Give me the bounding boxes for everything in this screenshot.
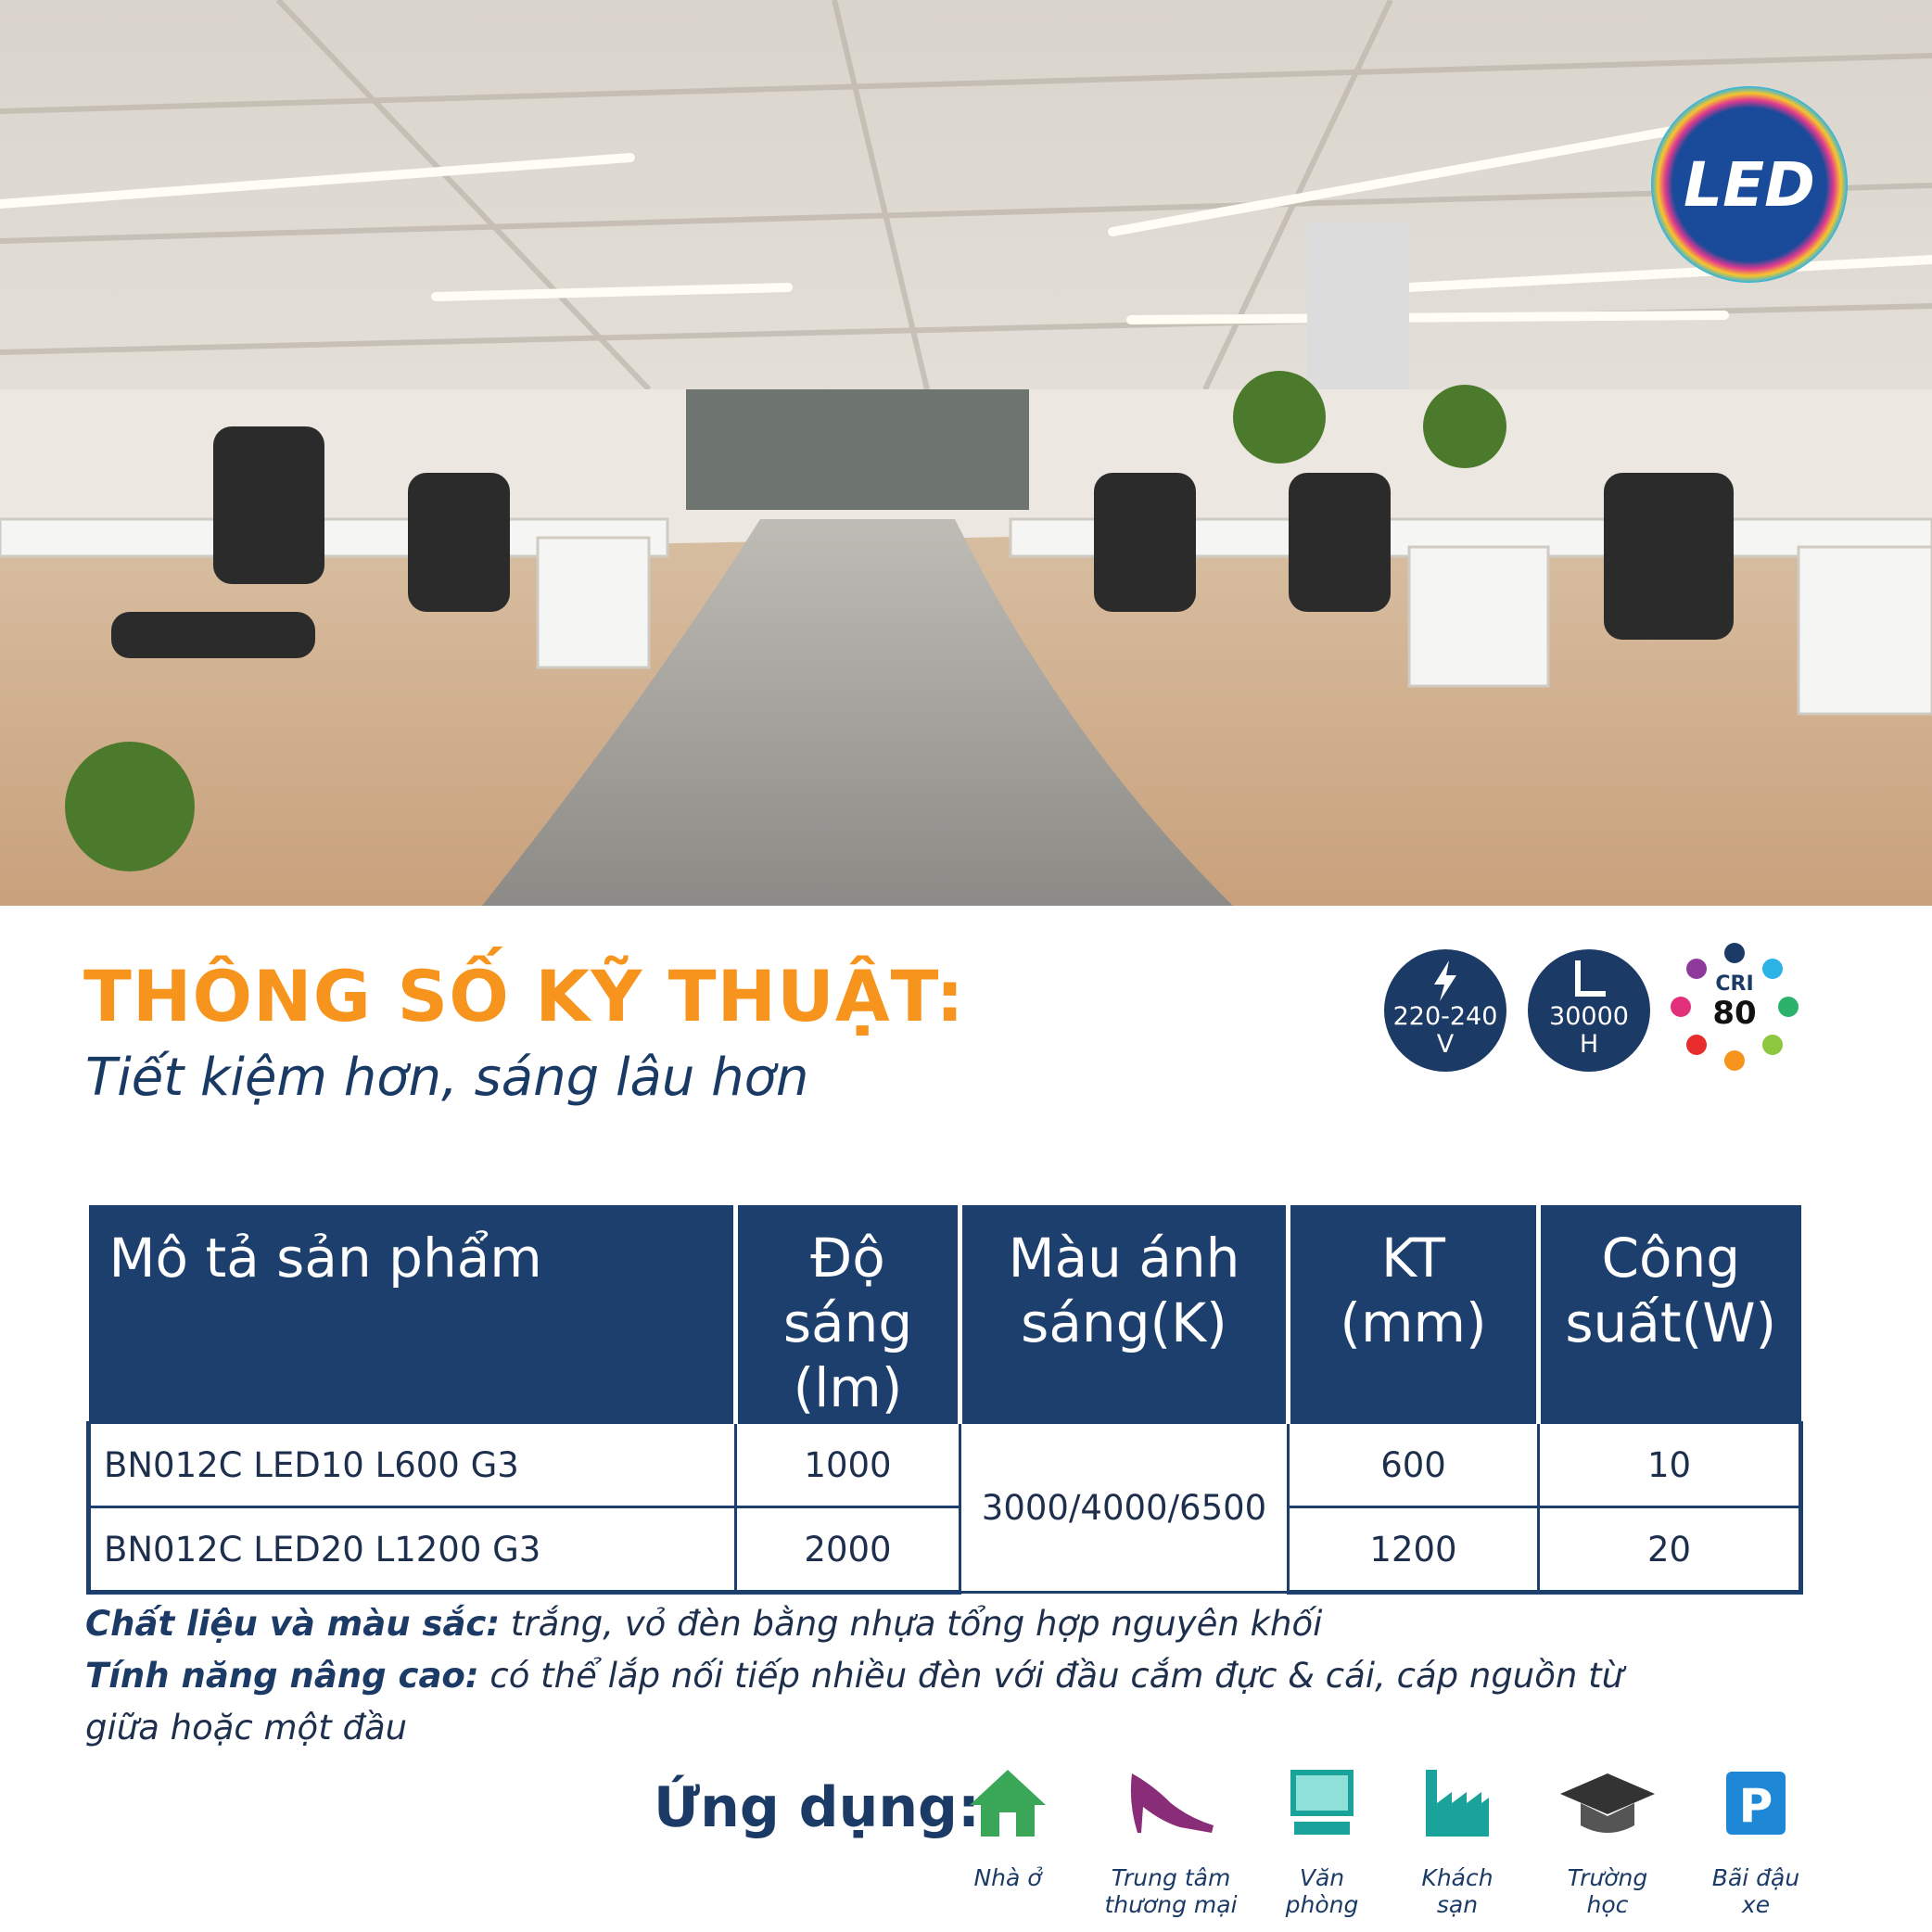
- application-label: xe: [1741, 1891, 1771, 1918]
- note-text: trắng, vỏ đèn bằng nhựa tổng hợp nguyên …: [510, 1604, 1323, 1644]
- lifetime-value: 30000: [1549, 1002, 1629, 1031]
- cri-icon: CRI 80: [1669, 941, 1800, 1073]
- voltage-unit: V: [1436, 1030, 1455, 1059]
- size-cell: 1200: [1287, 1506, 1540, 1595]
- svg-text:P: P: [1739, 1779, 1773, 1833]
- clock-hands: [1575, 960, 1606, 997]
- cri-value: 80: [1712, 995, 1757, 1032]
- color-temp-cell: 3000/4000/6500: [959, 1421, 1290, 1594]
- hotel-icon: [1426, 1770, 1489, 1837]
- header-text: KT: [1381, 1227, 1445, 1290]
- lifetime-icon: 30000 H: [1528, 949, 1650, 1072]
- application: Trường học: [1524, 1766, 1691, 1918]
- subtitle: Tiết kiệm hơn, sáng lâu hơn: [85, 1048, 809, 1108]
- table-row: BN012C LED10 L600 G3 1000 3000/4000/6500…: [86, 1421, 1803, 1594]
- application-label: học: [1586, 1891, 1629, 1918]
- header-text: sáng(K): [1021, 1291, 1227, 1354]
- application-label: Văn: [1299, 1864, 1345, 1891]
- bolt: [1434, 960, 1456, 1001]
- header-cell: KT (mm): [1286, 1205, 1539, 1423]
- application-label: phòng: [1285, 1891, 1359, 1918]
- home-icon: [970, 1770, 1046, 1837]
- application-label: Nhà ở: [973, 1864, 1042, 1891]
- office-icon: [1290, 1770, 1354, 1835]
- application-label: Bãi đậu: [1711, 1864, 1800, 1891]
- header-text: Độ sáng: [782, 1227, 913, 1354]
- application: Khách sạn: [1374, 1766, 1541, 1918]
- application: Trung tâm thương mại: [1087, 1766, 1254, 1918]
- note-text: có thể lắp nối tiếp nhiều đèn với đầu cắ…: [85, 1656, 1624, 1748]
- header-text: (lm): [793, 1356, 903, 1419]
- header-text: Màu ánh: [1008, 1227, 1240, 1290]
- product-cell: BN012C LED10 L600 G3: [86, 1421, 737, 1508]
- size-cell: 600: [1287, 1421, 1540, 1508]
- office-photo: LED: [0, 0, 1932, 906]
- power-cell: 10: [1537, 1421, 1803, 1508]
- title: THÔNG SỐ KỸ THUẬT:: [83, 955, 965, 1037]
- table-row: BN012C LED20 L1200 G3 2000 1200 20: [86, 1506, 1803, 1595]
- lumen-cell: 1000: [734, 1421, 961, 1508]
- application-label: Trường: [1567, 1864, 1648, 1891]
- note-label: Chất liệu và màu sắc:: [85, 1604, 501, 1644]
- cri-dots: [1671, 943, 1799, 1071]
- header-text: Mô tả sản phẩm: [108, 1227, 542, 1290]
- application-label: sạn: [1436, 1891, 1479, 1918]
- led-badge: LED: [1684, 149, 1815, 221]
- note-label: Tính năng nâng cao:: [85, 1656, 479, 1696]
- cri-label: CRI: [1715, 972, 1754, 996]
- applications-title: Ứng dụng:: [654, 1775, 981, 1840]
- header-cell: Độ sáng (lm): [733, 1205, 960, 1423]
- header-text: (mm): [1340, 1291, 1487, 1354]
- parking-icon: P: [1726, 1772, 1786, 1835]
- application-label: Trung tâm: [1111, 1864, 1231, 1891]
- application: P Bãi đậu xe: [1672, 1766, 1839, 1918]
- product-cell: BN012C LED20 L1200 G3: [86, 1506, 737, 1595]
- header-row: Mô tả sản phẩm Độ sáng (lm) Màu ánh sáng(K…: [88, 1205, 1801, 1423]
- application: Nhà ở: [924, 1766, 1091, 1891]
- application-label: Khách: [1421, 1864, 1493, 1891]
- lifetime-unit: H: [1579, 1030, 1599, 1059]
- header-cell: Công suất(W): [1536, 1205, 1801, 1423]
- application-label: thương mại: [1104, 1891, 1238, 1918]
- school-icon: [1560, 1773, 1655, 1833]
- spec-table: Mô tả sản phẩm Độ sáng (lm) Màu ánh sáng(K…: [86, 1205, 1803, 1595]
- application: Văn phòng: [1239, 1766, 1405, 1918]
- header-text: suất(W): [1565, 1291, 1777, 1354]
- power-cell: 20: [1537, 1506, 1803, 1595]
- voltage-icon: 220-240 V: [1384, 949, 1506, 1072]
- header-cell: Màu ánh sáng(K): [958, 1205, 1289, 1423]
- lumen-cell: 2000: [734, 1506, 961, 1595]
- header-text: Công: [1601, 1227, 1741, 1290]
- header-cell: Mô tả sản phẩm: [88, 1205, 736, 1423]
- voltage-value: 220-240: [1392, 1002, 1498, 1031]
- note: Chất liệu và màu sắc: trắng, vỏ đèn bằng…: [85, 1598, 1680, 1650]
- shoe-icon: [1130, 1773, 1214, 1833]
- note: Tính năng nâng cao: có thể lắp nối tiếp …: [85, 1650, 1680, 1754]
